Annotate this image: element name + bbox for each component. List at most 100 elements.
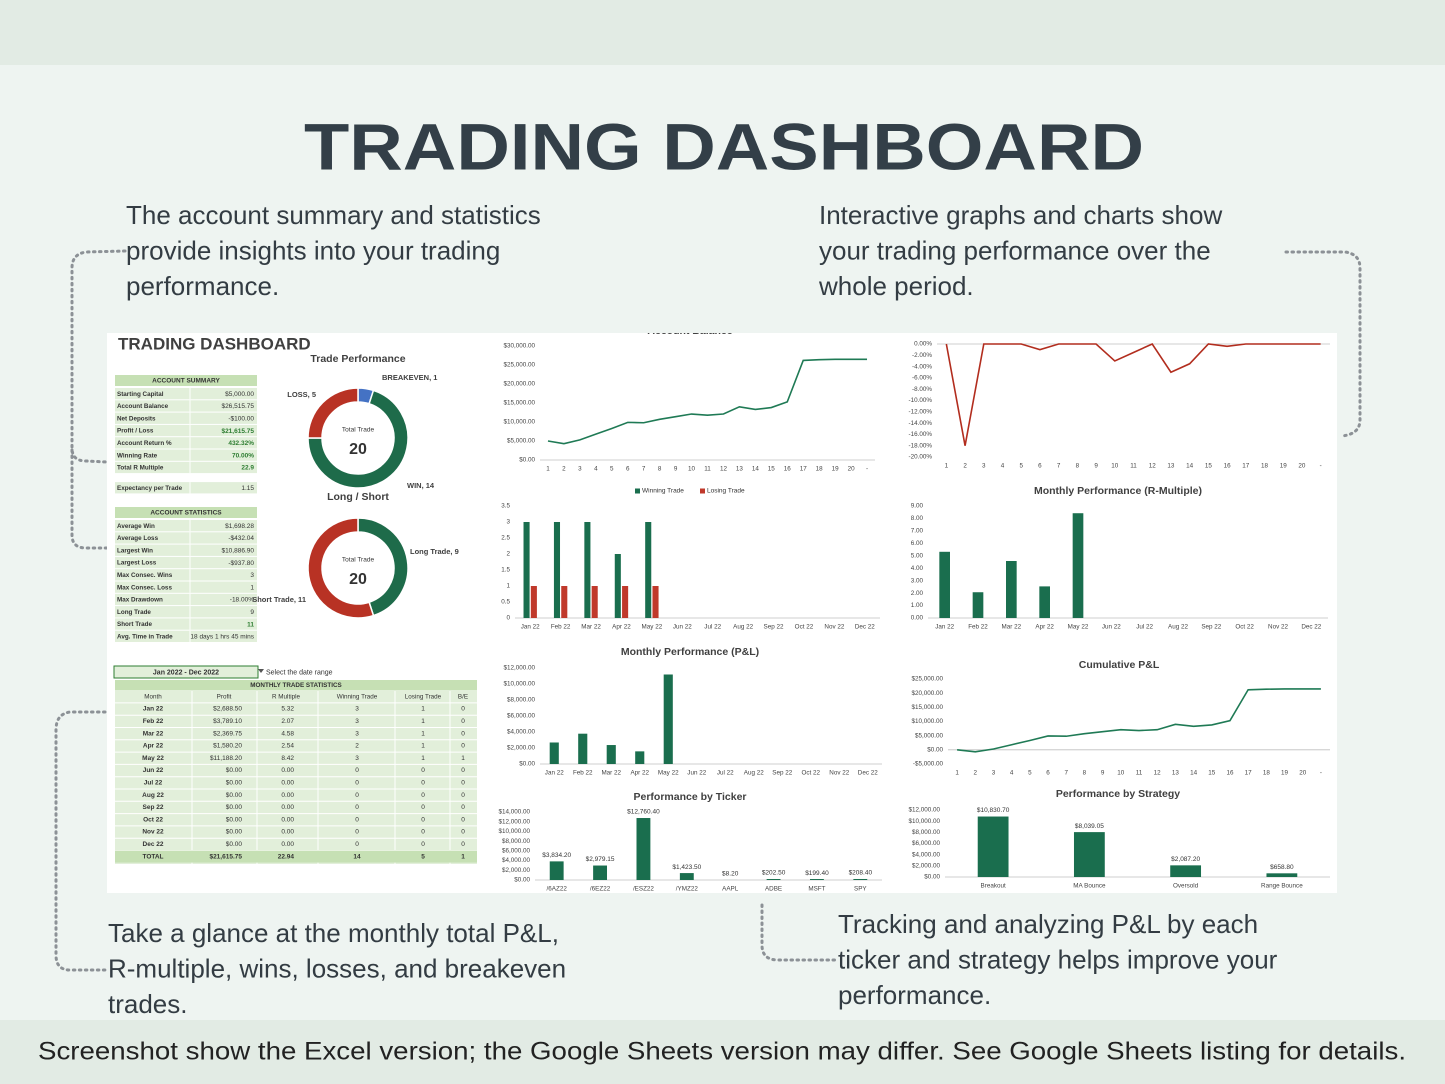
row-label: Expectancy per Trade	[117, 485, 183, 492]
x-tick-label: 20	[1299, 770, 1307, 777]
y-tick-label: $4,000.00	[507, 729, 536, 736]
y-tick-label: $0.00	[927, 747, 943, 754]
x-tick-label: Range Bounce	[1261, 883, 1303, 890]
row-value: $5,000.00	[225, 391, 254, 398]
note-line: The account summary and statistics	[126, 200, 541, 230]
row-label: Largest Loss	[117, 560, 157, 567]
table-header-bg	[115, 507, 257, 518]
bar	[561, 586, 568, 618]
row-label: Total R Multiple	[117, 465, 164, 472]
legend-swatch	[700, 488, 705, 494]
x-tick-label: /YMZ22	[676, 886, 699, 893]
cell: Jan 22	[143, 706, 164, 713]
cell: 4.58	[281, 730, 294, 737]
y-tick-label: -16.00%	[909, 431, 933, 438]
row-label: Max Drawdown	[117, 597, 163, 604]
x-tick-label: 9	[674, 466, 678, 473]
cell: 0	[421, 780, 425, 787]
table-row-bg	[115, 400, 257, 412]
chart-title: Monthly Performance (P&L)	[621, 646, 759, 658]
row-value: -$100.00	[228, 415, 254, 422]
cell: 0	[355, 816, 359, 823]
table-row-bg	[115, 424, 257, 437]
y-tick-label: 1.00	[911, 602, 924, 609]
total-row-bg	[115, 850, 477, 863]
x-tick-label: Oct 22	[1235, 624, 1254, 631]
cell: 0	[461, 816, 465, 823]
dashboard-title: TRADING DASHBOARD	[118, 334, 311, 353]
bar	[766, 879, 781, 880]
table-row-bg	[115, 593, 257, 606]
y-tick-label: $12,000.00	[908, 807, 940, 814]
cell: $0.00	[226, 792, 243, 799]
x-tick-label: Aug 22	[1168, 624, 1188, 631]
legend-swatch	[635, 488, 640, 494]
x-tick-label: Jul 22	[704, 624, 721, 631]
cell: $3,789.10	[213, 718, 242, 725]
cell: 0	[461, 792, 465, 799]
cell: 0.00	[281, 780, 294, 787]
row-label: Short Trade	[117, 621, 152, 628]
legend-label: Losing Trade	[707, 488, 745, 495]
y-tick-label: $8,000.00	[912, 829, 941, 836]
column-header: R Multiple	[272, 694, 300, 701]
cell: 0.00	[281, 804, 294, 811]
y-tick-label: $2,000.00	[507, 745, 536, 752]
y-tick-label: $12,000.00	[498, 818, 530, 825]
x-tick-label: 14	[752, 466, 760, 473]
y-tick-label: $10,000.00	[503, 419, 535, 426]
x-tick-label: 12	[1149, 463, 1157, 470]
date-hint: Select the date range	[266, 669, 333, 676]
x-tick-label: 3	[982, 463, 986, 470]
y-tick-label: $10,000.00	[498, 828, 530, 835]
cell: 1	[421, 755, 425, 762]
x-tick-label: 15	[1205, 463, 1213, 470]
cell: Nov 22	[142, 829, 164, 836]
note-line: ticker and strategy helps improve your	[838, 944, 1278, 974]
x-tick-label: Dec 22	[1301, 624, 1321, 631]
row-label: Net Deposits	[117, 415, 156, 422]
cell: 3	[355, 718, 359, 725]
cell: Feb 22	[143, 718, 164, 725]
cell: 0	[461, 706, 465, 713]
cell: $0.00	[226, 841, 243, 848]
cell: 2.07	[281, 718, 294, 725]
row-label: Profit / Loss	[117, 428, 154, 435]
table-row-bg	[115, 630, 257, 642]
center-label: Total Trade	[342, 557, 375, 564]
x-tick-label: May 22	[1068, 624, 1089, 631]
x-tick-label: 3	[578, 466, 582, 473]
table-row-bg	[115, 461, 257, 474]
cell: 0	[461, 767, 465, 774]
y-tick-label: $4,000.00	[912, 851, 941, 858]
x-tick-label: /6EZ22	[590, 886, 611, 893]
cell: Apr 22	[143, 743, 164, 750]
page-title: TRADING DASHBOARD	[304, 109, 1144, 183]
cell: 0	[421, 816, 425, 823]
x-tick-label: Jun 22	[687, 770, 706, 777]
x-tick-label: 2	[974, 770, 978, 777]
y-tick-label: 9.00	[911, 503, 924, 510]
bar	[939, 551, 950, 618]
cell: 0	[355, 780, 359, 787]
cell: 0	[355, 841, 359, 848]
table-header: ACCOUNT STATISTICS	[150, 510, 222, 517]
x-tick-label: 14	[1190, 770, 1198, 777]
x-tick-label: 12	[720, 466, 728, 473]
y-tick-label: $10,000.00	[503, 681, 535, 688]
row-label: Winning Rate	[117, 452, 158, 459]
bar-value-label: $202.50	[762, 870, 786, 877]
cell: Jul 22	[144, 780, 163, 787]
cell: Mar 22	[143, 730, 164, 737]
y-tick-label: 2.5	[501, 535, 510, 542]
x-tick-label: 5	[1019, 463, 1023, 470]
row-label: Max Consec. Loss	[117, 584, 172, 591]
y-tick-label: $2,000.00	[502, 867, 531, 874]
bar-value-label: $2,979.15	[586, 856, 615, 863]
cell: 0	[355, 804, 359, 811]
bar-value-label: $208.40	[849, 870, 873, 877]
row-value: 1	[250, 584, 254, 591]
x-tick-label: 16	[1226, 770, 1234, 777]
bar	[593, 865, 608, 880]
